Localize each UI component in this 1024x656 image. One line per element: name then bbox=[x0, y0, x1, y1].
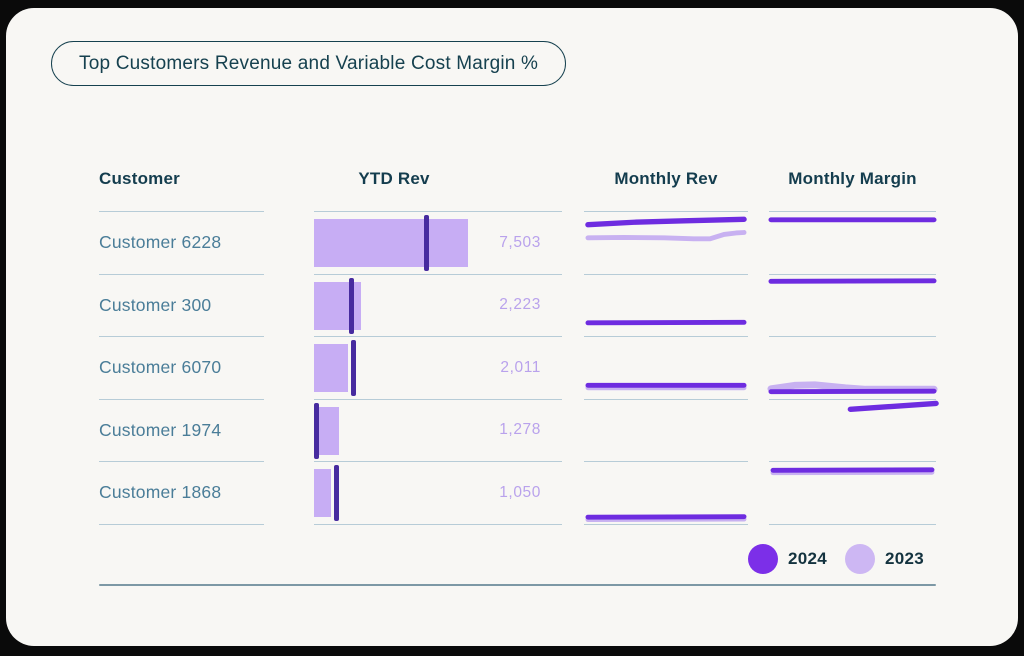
monthly-rev-column bbox=[584, 211, 748, 526]
ytd-bar-cell[interactable]: 1,278 bbox=[314, 400, 562, 462]
customer-name: Customer 1868 bbox=[99, 482, 222, 503]
monthly-rev-cell bbox=[584, 337, 748, 400]
table-row-customer[interactable]: Customer 1868 bbox=[99, 462, 264, 525]
monthly-margin-column bbox=[767, 211, 939, 526]
ytd-bar-2023 bbox=[314, 469, 332, 517]
column-header-customer: Customer bbox=[99, 169, 180, 188]
ytd-tick-2024 bbox=[350, 340, 356, 396]
column-header-monthly-margin: Monthly Margin bbox=[788, 169, 917, 188]
customer-name: Customer 6228 bbox=[99, 232, 222, 253]
monthly-rev-cell bbox=[584, 462, 748, 525]
ytd-bar-2023 bbox=[314, 219, 468, 267]
legend-label-2024[interactable]: 2024 bbox=[788, 548, 828, 568]
ytd-value: 7,503 bbox=[499, 233, 541, 251]
column-header-monthly-rev: Monthly Rev bbox=[614, 169, 718, 188]
ytd-bar-cell[interactable]: 7,503 bbox=[314, 212, 562, 275]
ytd-value: 2,223 bbox=[499, 296, 541, 314]
column-header-ytd-rev: YTD Rev bbox=[358, 169, 430, 188]
ytd-tick-2024 bbox=[348, 277, 354, 334]
legend-swatch-2024[interactable] bbox=[748, 543, 778, 574]
ytd-bar-cell[interactable]: 1,050 bbox=[314, 462, 562, 525]
chart-legend: 2024 2023 bbox=[748, 543, 924, 574]
table-row-customer[interactable]: Customer 1974 bbox=[99, 400, 264, 462]
ytd-bar-cell[interactable]: 2,223 bbox=[314, 275, 562, 337]
monthly-margin-sparkline bbox=[847, 400, 939, 412]
ytd-value: 2,011 bbox=[500, 358, 541, 376]
bottom-divider bbox=[99, 584, 936, 586]
ytd-tick-2024 bbox=[314, 402, 320, 459]
customer-column: Customer 6228 Customer 300 Customer 6070… bbox=[99, 211, 264, 526]
ytd-value: 1,278 bbox=[499, 421, 541, 439]
monthly-margin-sparkline bbox=[768, 277, 937, 284]
table-row-customer[interactable]: Customer 300 bbox=[99, 275, 264, 337]
monthly-rev-sparkline bbox=[585, 319, 747, 325]
monthly-margin-sparkline bbox=[770, 467, 935, 476]
monthly-margin-cell bbox=[768, 212, 937, 275]
dashboard-card: Top Customers Revenue and Variable Cost … bbox=[6, 8, 1018, 646]
monthly-margin-cell bbox=[768, 275, 937, 337]
customer-name: Customer 6070 bbox=[99, 357, 222, 378]
monthly-rev-sparkline bbox=[584, 400, 748, 462]
customer-name: Customer 300 bbox=[99, 294, 212, 315]
monthly-rev-sparkline bbox=[585, 382, 747, 391]
ytd-rev-column: 7,503 2,223 2,011 1,278 1,050 bbox=[314, 211, 562, 526]
table-row-customer[interactable]: Customer 6070 bbox=[99, 337, 264, 400]
legend-swatch-2023[interactable] bbox=[845, 543, 876, 574]
ytd-bar-cell[interactable]: 2,011 bbox=[314, 337, 562, 400]
monthly-rev-cell bbox=[584, 400, 748, 462]
ytd-tick-2024 bbox=[424, 215, 430, 271]
legend-label-2023[interactable]: 2023 bbox=[885, 548, 925, 568]
widget-title-pill: Top Customers Revenue and Variable Cost … bbox=[51, 41, 567, 86]
ytd-bar-2023 bbox=[314, 281, 362, 330]
monthly-margin-cell bbox=[769, 462, 936, 525]
monthly-rev-cell bbox=[584, 212, 748, 275]
monthly-margin-cell bbox=[769, 400, 939, 462]
monthly-rev-sparkline bbox=[585, 514, 747, 523]
customer-name: Customer 1974 bbox=[99, 419, 222, 440]
monthly-rev-cell bbox=[584, 275, 748, 337]
monthly-margin-cell bbox=[767, 337, 938, 400]
table-row-customer[interactable]: Customer 6228 bbox=[99, 212, 264, 275]
monthly-margin-sparkline bbox=[768, 217, 937, 223]
ytd-tick-2024 bbox=[333, 465, 339, 521]
ytd-bar-2023 bbox=[314, 344, 349, 392]
widget-title: Top Customers Revenue and Variable Cost … bbox=[79, 53, 539, 74]
monthly-margin-sparkline bbox=[767, 381, 938, 395]
monthly-rev-sparkline bbox=[585, 216, 747, 242]
ytd-value: 1,050 bbox=[499, 483, 541, 501]
